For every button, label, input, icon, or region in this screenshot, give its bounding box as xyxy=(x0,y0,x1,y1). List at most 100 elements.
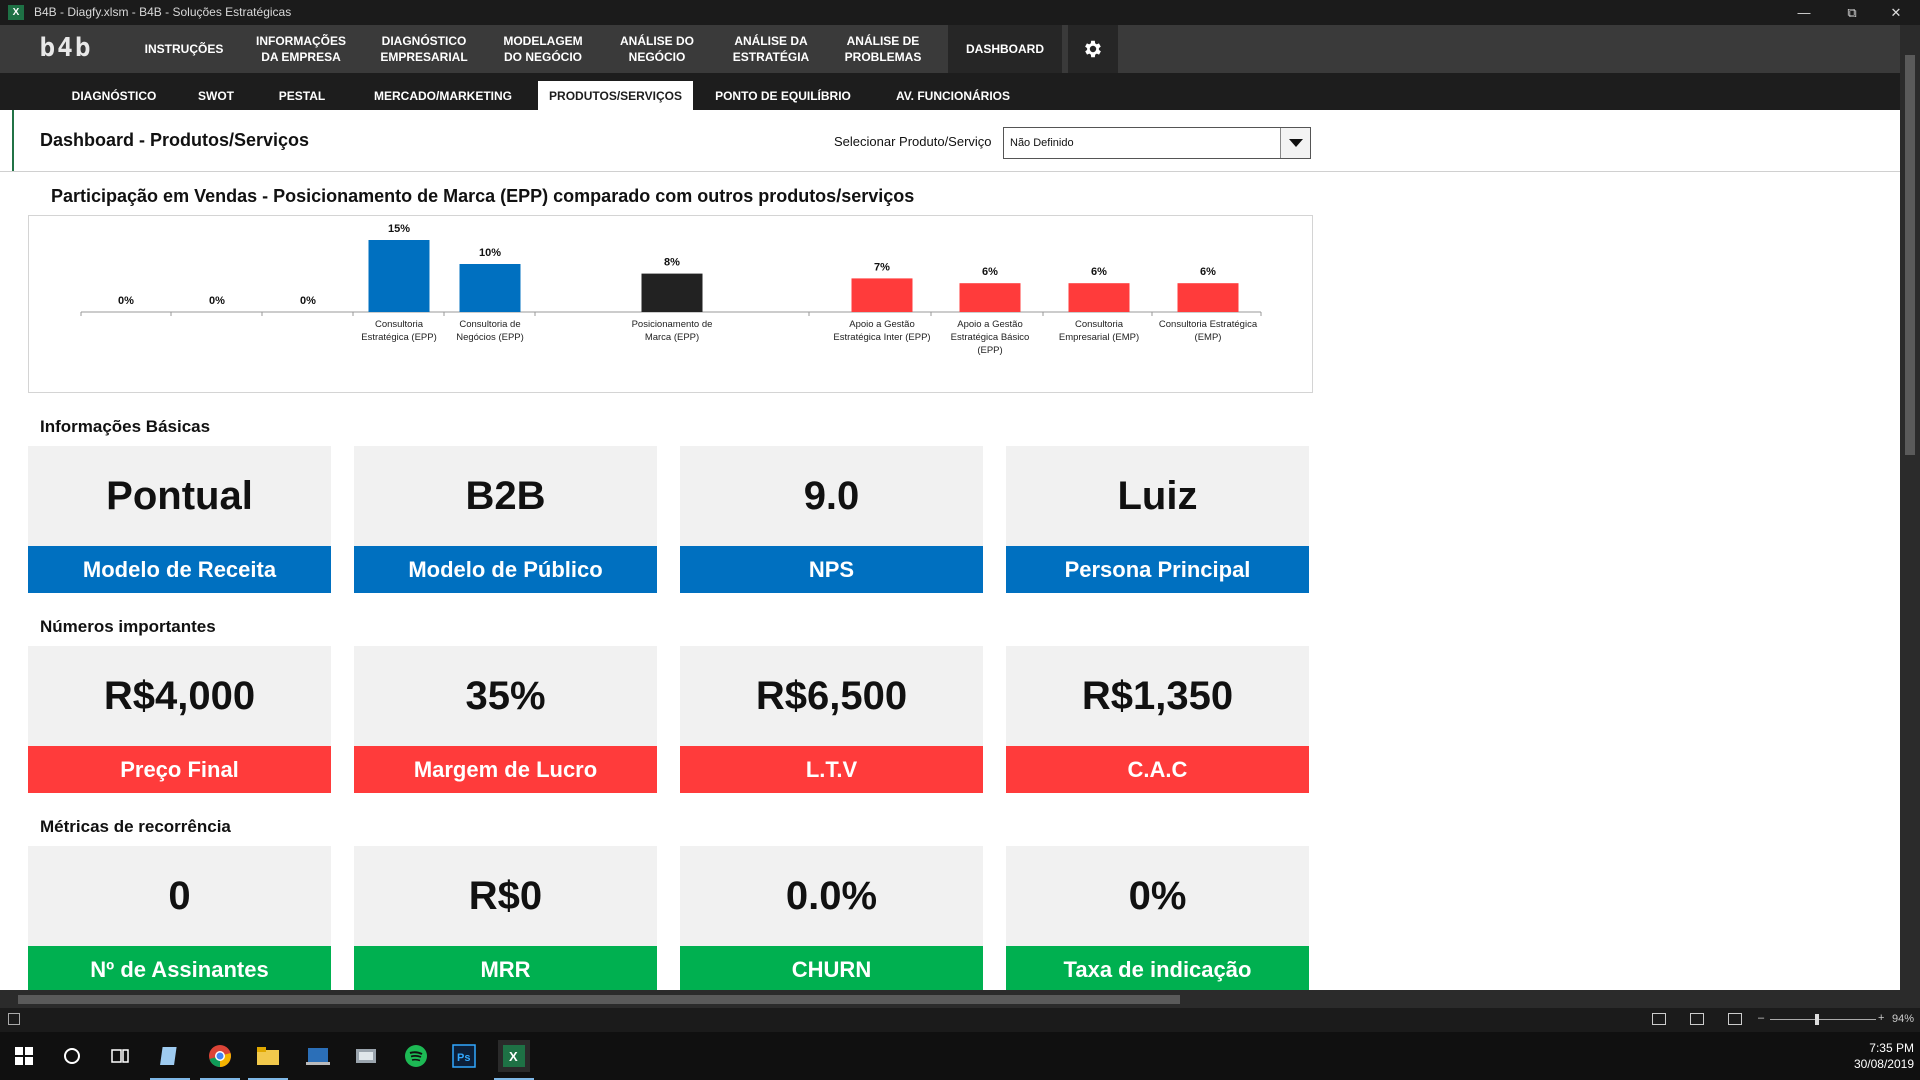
nav-diagnostico-empresarial[interactable]: DIAGNÓSTICO EMPRESARIAL xyxy=(380,34,468,64)
chart-category-label: Posicionamento de Marca (EPP) xyxy=(632,319,713,343)
basic-info-card-label: Modelo de Receita xyxy=(28,546,331,593)
cortana-icon[interactable] xyxy=(56,1040,88,1072)
chrome-icon[interactable] xyxy=(200,1040,240,1080)
zoom-in-icon[interactable]: + xyxy=(1878,1012,1885,1024)
nav-modelagem-negocio[interactable]: MODELAGEM DO NEGÓCIO xyxy=(503,34,583,64)
window-title: B4B - Diagfy.xlsm - B4B - Soluções Estra… xyxy=(34,5,292,19)
tab-diagnostico[interactable]: DIAGNÓSTICO xyxy=(71,88,157,103)
dropdown-arrow-icon[interactable] xyxy=(1280,128,1310,158)
chart-data-label: 0% xyxy=(300,295,316,307)
product-selector-dropdown[interactable]: Não Definido xyxy=(1003,127,1311,159)
windows-start-icon[interactable] xyxy=(8,1040,40,1072)
important-numbers-card: R$6,500 L.T.V xyxy=(680,646,983,793)
tab-swot[interactable]: SWOT xyxy=(198,88,234,103)
restore-button[interactable]: ⧉ xyxy=(1847,5,1857,20)
chart-data-label: 6% xyxy=(982,266,998,278)
chart-data-label: 6% xyxy=(1200,266,1216,278)
nav-analise-problemas[interactable]: ANÁLISE DE PROBLEMAS xyxy=(844,34,922,64)
windows-taskbar: Ps X 7:35 PM 30/08/2019 xyxy=(0,1032,1920,1080)
chart-data-label: 7% xyxy=(874,261,890,273)
window-titlebar: X B4B - Diagfy.xlsm - B4B - Soluções Est… xyxy=(0,0,1920,25)
chart-category-label: Consultoria Estratégica (EPP) xyxy=(361,319,437,343)
zoom-out-icon[interactable]: – xyxy=(1758,1012,1765,1024)
minimize-button[interactable]: — xyxy=(1797,5,1811,20)
nav-dashboard[interactable]: DASHBOARD xyxy=(948,25,1062,73)
important-numbers-card: R$4,000 Preço Final xyxy=(28,646,331,793)
task-view-icon[interactable] xyxy=(104,1040,136,1072)
chart-bar xyxy=(641,273,703,312)
settings-button[interactable] xyxy=(1068,25,1118,73)
chart-data-label: 10% xyxy=(479,247,501,259)
sales-share-chart: 0% 0% 0% 15% Consultoria Estratégica (EPP) 10%… xyxy=(28,215,1313,393)
tab-ponto-equilibrio[interactable]: PONTO DE EQUILÍBRIO xyxy=(715,88,851,103)
spotify-icon[interactable] xyxy=(400,1040,432,1072)
section-title-basic: Informações Básicas xyxy=(40,417,211,436)
zoom-slider-thumb[interactable] xyxy=(1815,1014,1819,1025)
chart-data-label: 6% xyxy=(1091,266,1107,278)
basic-info-card-value: Pontual xyxy=(28,446,331,546)
chart-bar xyxy=(459,264,521,312)
zoom-slider[interactable] xyxy=(1770,1019,1876,1020)
nav-analise-negocio[interactable]: ANÁLISE DO NEGÓCIO xyxy=(619,34,694,64)
basic-info-card-label: NPS xyxy=(680,546,983,593)
normal-view-icon[interactable] xyxy=(1652,1013,1666,1025)
photoshop-icon[interactable]: Ps xyxy=(448,1040,480,1072)
clock-date: 30/08/2019 xyxy=(1853,1057,1914,1071)
section-title-numbers: Números importantes xyxy=(40,617,216,636)
chart-category-label: Consultoria Estratégica (EMP) xyxy=(1159,319,1258,343)
nav-analise-estrategia[interactable]: ANÁLISE DA ESTRATÉGIA xyxy=(732,34,810,64)
important-numbers-card-value: R$4,000 xyxy=(28,646,331,746)
important-numbers-card-value: R$1,350 xyxy=(1006,646,1309,746)
important-numbers-card-label: L.T.V xyxy=(680,746,983,793)
important-numbers-card-label: Preço Final xyxy=(28,746,331,793)
b4b-logo: b4b xyxy=(39,33,93,63)
vertical-scroll-thumb[interactable] xyxy=(1905,55,1915,455)
terminal-icon[interactable] xyxy=(302,1040,334,1072)
notepad-icon[interactable] xyxy=(150,1040,190,1080)
tab-produtos-servicos[interactable]: PRODUTOS/SERVIÇOS xyxy=(538,81,693,110)
nav-informacoes-empresa[interactable]: INFORMAÇÕES DA EMPRESA xyxy=(256,34,346,64)
cell-selection-marker xyxy=(12,110,16,172)
dashboard-sheet: Dashboard - Produtos/Serviços Selecionar… xyxy=(0,110,1900,993)
horizontal-scrollbar[interactable] xyxy=(0,990,1920,1008)
close-button[interactable]: ✕ xyxy=(1890,5,1902,20)
page-layout-icon[interactable] xyxy=(1690,1013,1704,1025)
important-numbers-card-value: R$6,500 xyxy=(680,646,983,746)
zoom-level[interactable]: 94% xyxy=(1892,1013,1915,1025)
vertical-scrollbar[interactable] xyxy=(1900,25,1920,990)
basic-info-card-label: Modelo de Público xyxy=(354,546,657,593)
important-numbers-card-label: C.A.C xyxy=(1006,746,1309,793)
selector-value: Não Definido xyxy=(1010,137,1074,149)
excel-app-icon: X xyxy=(8,5,24,20)
page-break-icon[interactable] xyxy=(1728,1013,1742,1025)
basic-info-card-value: Luiz xyxy=(1006,446,1309,546)
tab-mercado-marketing[interactable]: MERCADO/MARKETING xyxy=(374,88,512,103)
system-clock[interactable]: 7:35 PM 30/08/2019 xyxy=(1854,1040,1914,1072)
chart-bar xyxy=(1177,283,1239,312)
chart-category-label: Apoio a Gestão Estratégica Inter (EPP) xyxy=(833,319,930,343)
file-explorer-icon[interactable] xyxy=(248,1040,288,1080)
recurrence-metrics-card-label: Nº de Assinantes xyxy=(28,946,331,993)
macro-record-icon[interactable] xyxy=(8,1013,20,1025)
basic-info-card: 9.0 NPS xyxy=(680,446,983,593)
page-title: Dashboard - Produtos/Serviços xyxy=(40,130,310,150)
important-numbers-card-label: Margem de Lucro xyxy=(354,746,657,793)
svg-text:X: X xyxy=(509,1049,518,1064)
recurrence-metrics-card: 0.0% CHURN xyxy=(680,846,983,993)
excel-icon[interactable]: X xyxy=(494,1040,534,1080)
divider xyxy=(0,171,1900,172)
gear-icon xyxy=(1085,40,1101,58)
tools-icon[interactable] xyxy=(350,1040,382,1072)
chart-bar xyxy=(368,240,430,312)
chart-bar xyxy=(959,283,1021,312)
nav-instrucoes[interactable]: INSTRUÇÕES xyxy=(144,42,224,56)
chart-data-label: 0% xyxy=(209,295,225,307)
tab-pestal[interactable]: PESTAL xyxy=(278,88,326,103)
important-numbers-card: 35% Margem de Lucro xyxy=(354,646,657,793)
sub-navigation: DIAGNÓSTICO SWOT PESTAL MERCADO/MARKETIN… xyxy=(0,73,1900,110)
clock-time: 7:35 PM xyxy=(1869,1041,1914,1055)
recurrence-metrics-card: 0 Nº de Assinantes xyxy=(28,846,331,993)
important-numbers-card: R$1,350 C.A.C xyxy=(1006,646,1309,793)
horizontal-scroll-thumb[interactable] xyxy=(18,995,1180,1004)
tab-av-funcionarios[interactable]: AV. FUNCIONÁRIOS xyxy=(895,88,1010,103)
